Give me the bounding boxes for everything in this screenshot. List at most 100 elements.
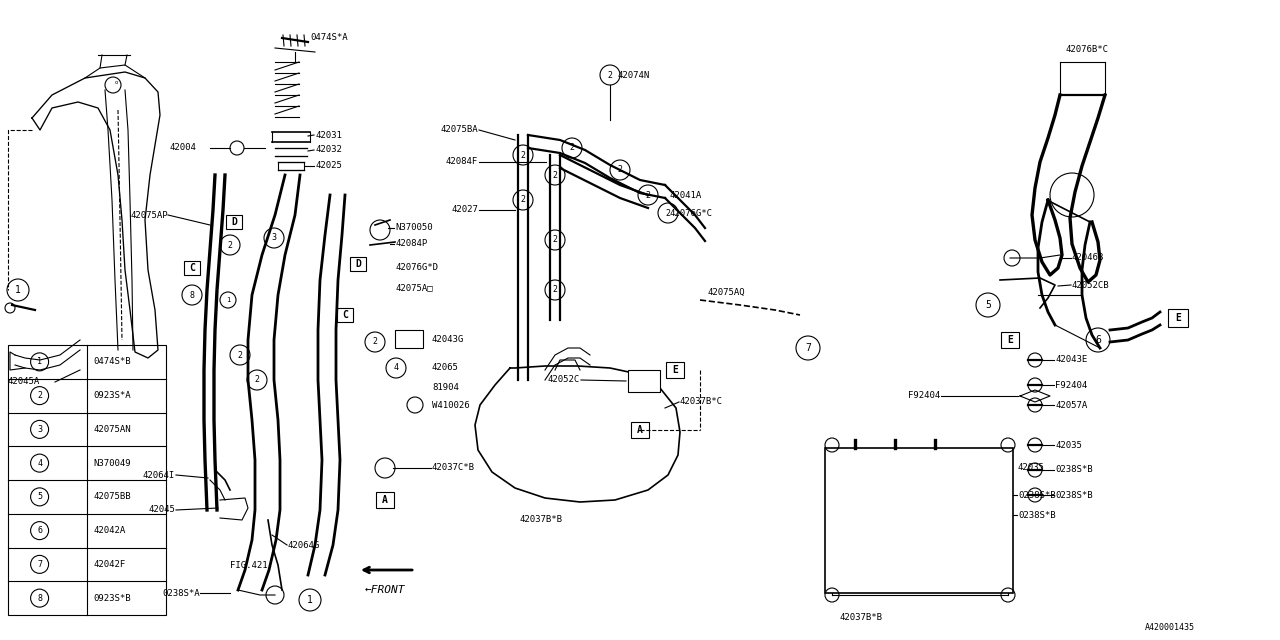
Text: 42037B*B: 42037B*B	[520, 515, 563, 525]
Text: 2: 2	[553, 236, 558, 244]
Text: 42075AQ: 42075AQ	[708, 287, 746, 296]
Text: 0238S*A: 0238S*A	[163, 589, 200, 598]
Bar	[826, 448, 1012, 593]
Text: 1: 1	[37, 357, 42, 366]
Text: 0923S*B: 0923S*B	[93, 594, 131, 603]
Text: 2: 2	[37, 391, 42, 400]
Text: C: C	[189, 263, 195, 273]
Text: A420001435: A420001435	[1146, 623, 1196, 632]
Text: 42052CB: 42052CB	[1073, 280, 1110, 289]
Text: A: A	[381, 495, 388, 505]
Text: 42076G*C: 42076G*C	[669, 209, 713, 218]
Text: 42042F: 42042F	[93, 560, 125, 569]
Text: 42037C*B: 42037C*B	[433, 463, 475, 472]
Text: 0923S*A: 0923S*A	[93, 391, 131, 400]
Text: 42035: 42035	[1018, 463, 1044, 472]
Text: C: C	[342, 310, 348, 320]
Text: 2: 2	[521, 150, 526, 159]
Text: 42075BB: 42075BB	[93, 492, 131, 501]
Text: D: D	[232, 217, 237, 227]
Text: 42064I: 42064I	[143, 470, 175, 479]
Text: 42037B*B: 42037B*B	[840, 614, 883, 623]
Bar	[184, 261, 200, 275]
Text: 2: 2	[228, 241, 233, 250]
Bar	[631, 422, 649, 438]
Text: 81904: 81904	[433, 383, 458, 392]
Text: 42041A: 42041A	[669, 191, 703, 200]
Text: 0474S*B: 0474S*B	[93, 357, 131, 366]
Text: 2: 2	[570, 143, 575, 152]
Text: 42075AP: 42075AP	[131, 211, 168, 220]
Text: 42043G: 42043G	[433, 335, 465, 344]
Text: 1: 1	[225, 297, 230, 303]
Bar	[8, 345, 166, 615]
Text: 6: 6	[37, 526, 42, 535]
Text: 1: 1	[307, 595, 312, 605]
Text: N370049: N370049	[93, 459, 131, 468]
Text: 42042A: 42042A	[93, 526, 125, 535]
Text: 2: 2	[617, 166, 622, 175]
Text: 42075A□: 42075A□	[396, 284, 433, 292]
Text: 0238S*B: 0238S*B	[1018, 511, 1056, 520]
Bar	[337, 308, 353, 322]
Bar	[666, 362, 684, 378]
Text: 0238S*B: 0238S*B	[1055, 490, 1093, 499]
Text: 42025: 42025	[315, 161, 342, 170]
Text: 8: 8	[37, 594, 42, 603]
Text: N370050: N370050	[396, 223, 433, 232]
Text: 5: 5	[37, 492, 42, 501]
Text: 42084F: 42084F	[445, 157, 477, 166]
Text: 42032: 42032	[315, 145, 342, 154]
Text: 42057A: 42057A	[1055, 401, 1087, 410]
Text: 4: 4	[37, 459, 42, 468]
Text: 3: 3	[37, 425, 42, 434]
Text: 42084P: 42084P	[396, 239, 428, 248]
Text: 0474S*A: 0474S*A	[310, 33, 348, 42]
Text: 8: 8	[189, 291, 195, 300]
Bar	[628, 370, 660, 392]
Text: 5: 5	[986, 300, 991, 310]
Text: 42065: 42065	[433, 364, 458, 372]
Text: W410026: W410026	[433, 401, 470, 410]
Text: 2: 2	[553, 285, 558, 294]
Text: 1: 1	[15, 285, 20, 295]
Text: D: D	[355, 259, 361, 269]
Text: 2: 2	[255, 376, 260, 385]
Text: 7: 7	[805, 343, 812, 353]
Text: ←FRONT: ←FRONT	[365, 585, 406, 595]
Text: 42075AN: 42075AN	[93, 425, 131, 434]
Bar	[349, 257, 366, 271]
Text: 42037B*C: 42037B*C	[680, 397, 723, 406]
Bar	[376, 492, 394, 508]
Bar	[227, 215, 242, 229]
Text: 6: 6	[1096, 335, 1101, 345]
Text: o: o	[115, 79, 118, 84]
Text: 2: 2	[645, 191, 650, 200]
Text: 42045A: 42045A	[8, 378, 40, 387]
Text: 42076B*C: 42076B*C	[1065, 45, 1108, 54]
Text: 42027: 42027	[451, 205, 477, 214]
Text: 2: 2	[608, 70, 613, 79]
Text: 2: 2	[521, 195, 526, 205]
Text: 42074N: 42074N	[618, 70, 650, 79]
Text: 42035: 42035	[1055, 440, 1082, 449]
Text: 42076G*D: 42076G*D	[396, 264, 438, 273]
Text: 2: 2	[553, 170, 558, 179]
Bar	[1001, 332, 1019, 348]
Text: 2: 2	[372, 337, 378, 346]
Text: E: E	[1175, 313, 1181, 323]
Bar	[396, 330, 422, 348]
Text: 42075BA: 42075BA	[440, 125, 477, 134]
Text: 42004: 42004	[170, 143, 197, 152]
Text: 42046B: 42046B	[1073, 253, 1105, 262]
Text: FIG.421: FIG.421	[230, 561, 268, 570]
Text: F92404: F92404	[1055, 381, 1087, 390]
Text: A: A	[637, 425, 643, 435]
Text: 42031: 42031	[315, 131, 342, 140]
Text: 42064G: 42064G	[288, 541, 320, 550]
Bar	[1169, 309, 1188, 327]
Text: 2: 2	[666, 209, 671, 218]
Text: 42052C: 42052C	[548, 376, 580, 385]
Text: 3: 3	[271, 234, 276, 243]
Text: E: E	[672, 365, 678, 375]
